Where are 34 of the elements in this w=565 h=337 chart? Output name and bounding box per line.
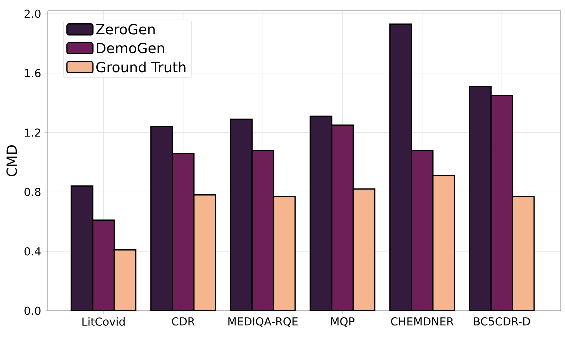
y-tick-label: 0.4 [24,247,41,256]
legend-label: ZeroGen [96,24,155,35]
legend-label: DemoGen [97,43,164,54]
bar [412,150,434,311]
bar [469,86,492,311]
bar [93,220,115,311]
y-tick-label: 1.6 [25,69,41,78]
x-tick-label: MEDIQA-RQE [228,318,298,328]
y-tick-label: 0.8 [24,188,41,196]
bar [390,24,412,311]
bar [230,119,252,311]
bar [252,150,274,311]
x-tick-label: CDR [172,318,195,326]
bar [72,186,94,311]
y-tick-label: 0.0 [24,306,41,316]
x-tick-label: CHEMDNER [391,318,454,326]
bar [332,125,354,311]
x-tick-label: BC5CDR-D [474,318,530,326]
bar [433,176,455,311]
bar [274,196,296,311]
x-tick-label: LitCovid [82,318,125,326]
bar [172,154,194,311]
bar [354,189,376,311]
y-axis-title: CMD [6,146,18,176]
bar [310,116,332,311]
bar [512,196,535,311]
bar [490,95,514,311]
y-tick-label: 1.2 [25,128,40,137]
y-tick-label: 2.0 [24,10,41,18]
x-tick-label: MQP [331,318,355,328]
bar [114,250,136,311]
bar [151,126,173,311]
legend-label: Ground Truth [96,62,186,73]
bar [194,195,216,311]
